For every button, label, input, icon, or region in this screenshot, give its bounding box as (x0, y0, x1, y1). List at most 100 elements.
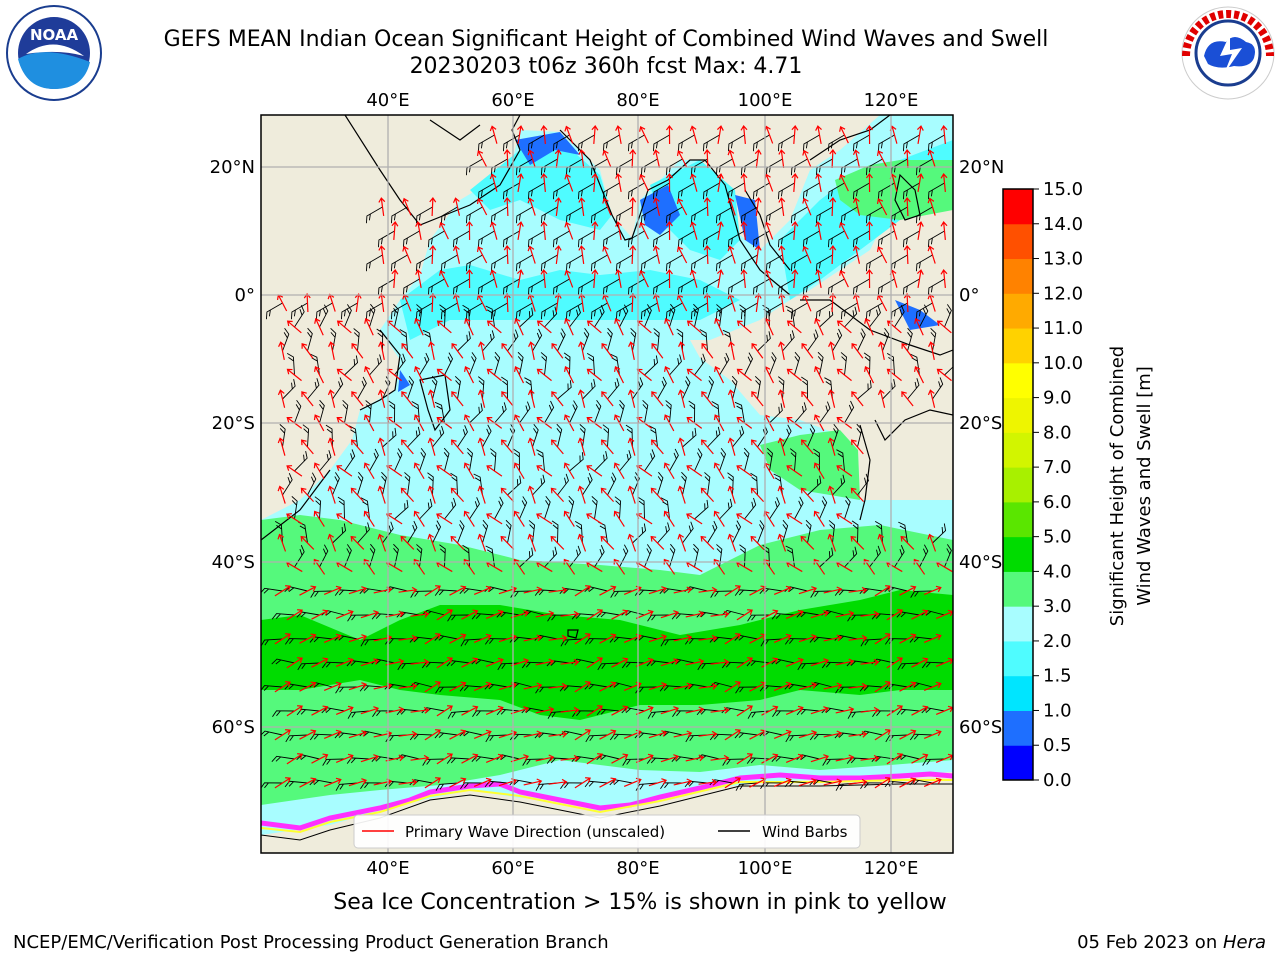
wind-barb (665, 254, 683, 272)
wave-arrow (591, 125, 599, 145)
wave-arrow (613, 462, 625, 480)
lat-label-right: 20°S (959, 413, 1002, 434)
wave-arrow (778, 341, 785, 360)
wind-barb (568, 495, 575, 520)
wave-arrow (836, 368, 852, 382)
colorbar-title-line2: Wind Waves and Swell [m] (1134, 366, 1155, 606)
wave-arrow (727, 245, 736, 264)
wave-arrow (323, 777, 342, 787)
wave-arrow (648, 682, 668, 691)
wave-arrow (586, 320, 602, 334)
wave-arrow (513, 510, 525, 527)
colorbar-tick-label: 8.0 (1043, 422, 1072, 443)
wind-barb (485, 305, 495, 328)
wave-arrow (398, 778, 418, 786)
colorbar-tick-label: 13.0 (1043, 249, 1083, 270)
wind-barb (482, 424, 492, 448)
wave-arrow (823, 682, 843, 690)
wave-arrow (740, 173, 748, 193)
wind-barb (594, 451, 608, 472)
wind-barb (790, 254, 808, 272)
wave-arrow (578, 197, 586, 217)
wind-barb (482, 330, 495, 352)
colorbar: 0.0 0.5 1.0 1.5 2.0 3.0 4.0 5.0 6.0 7.0 8.0 9.0 10.0… (1002, 179, 1155, 791)
wind-barb (676, 328, 684, 352)
wind-barb (610, 590, 633, 598)
wind-barb (382, 521, 394, 544)
wave-arrow (827, 533, 837, 552)
wind-barb (291, 496, 298, 520)
wind-barb (432, 520, 442, 544)
wind-barb (394, 448, 403, 472)
wind-barb (314, 496, 322, 520)
wave-arrow (560, 610, 580, 618)
wind-barb (690, 206, 708, 224)
wind-barb (882, 328, 890, 352)
wave-arrow (548, 730, 568, 738)
wind-barb (286, 353, 295, 376)
wave-arrow (829, 293, 837, 313)
wind-barb (773, 473, 783, 496)
wind-barb (619, 399, 625, 424)
wind-barb (625, 424, 633, 448)
wind-barb (460, 782, 483, 790)
wave-arrow (886, 657, 903, 669)
wave-arrow (928, 341, 935, 360)
wave-arrow (835, 610, 855, 618)
wind-barbs-layer (261, 134, 953, 791)
wave-arrow (802, 245, 812, 264)
wind-barb (388, 400, 396, 424)
wave-arrow (286, 753, 303, 765)
wave-arrow (686, 368, 702, 382)
wave-arrow (424, 729, 441, 741)
wave-arrow (429, 245, 437, 265)
wind-barb (765, 206, 783, 224)
wind-barb (765, 254, 783, 272)
wave-arrow (761, 705, 779, 716)
wind-barb (365, 206, 383, 224)
wave-arrow (685, 610, 705, 618)
wind-barb (669, 448, 679, 472)
wind-barb (757, 520, 765, 544)
wave-arrow (886, 705, 903, 717)
wave-arrow (660, 610, 680, 619)
wind-barb (353, 328, 360, 352)
wave-arrow (689, 173, 698, 192)
wind-barb (369, 354, 382, 376)
wave-arrow (536, 465, 553, 477)
wave-arrow (815, 221, 822, 240)
wave-arrow (701, 439, 714, 455)
wave-arrow (736, 368, 752, 382)
wind-barb (477, 230, 495, 248)
wave-arrow (876, 246, 888, 264)
wave-arrow (299, 585, 317, 596)
wave-field-1p5-2m (400, 140, 953, 340)
wind-barb (944, 355, 953, 376)
wave-arrow (627, 485, 636, 504)
wave-arrow (852, 197, 861, 216)
wind-barb (614, 496, 622, 520)
colorbar-cell (1003, 258, 1033, 294)
wind-barb (907, 327, 913, 352)
colorbar-cell (1003, 675, 1033, 711)
wave-arrow (602, 149, 612, 168)
wind-barb (857, 473, 869, 496)
wind-barb (635, 782, 658, 791)
wave-arrow (665, 125, 673, 145)
wave-arrow (901, 391, 914, 407)
wind-barb (457, 425, 468, 448)
wind-barb (739, 304, 746, 328)
wind-barb (590, 206, 608, 224)
wave-arrow (940, 221, 948, 241)
wave-arrow (798, 682, 818, 691)
wave-arrow (536, 320, 552, 334)
wave-arrow (327, 389, 336, 408)
wave-arrow (476, 246, 488, 264)
wave-arrow (724, 729, 741, 741)
wave-arrow (536, 368, 552, 382)
wave-arrow (335, 609, 354, 619)
wind-barb (902, 278, 920, 296)
wave-arrow (464, 317, 474, 336)
wave-arrow (785, 657, 804, 667)
wave-arrow (578, 293, 586, 313)
